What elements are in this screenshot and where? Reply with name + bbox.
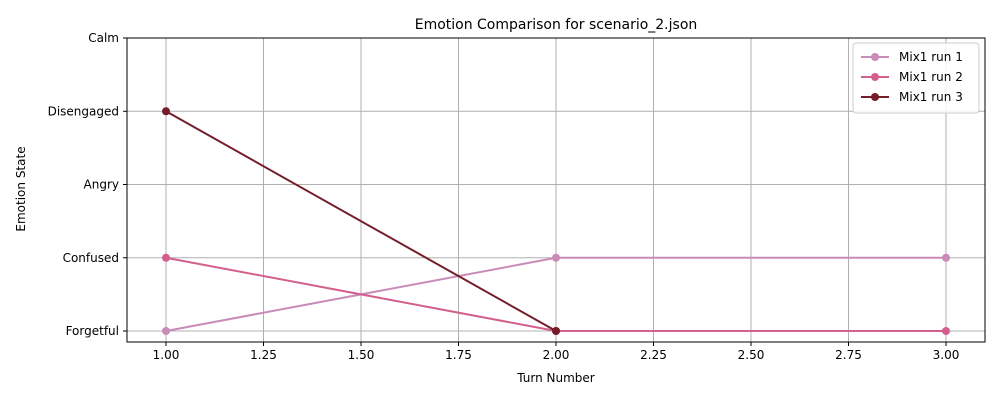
legend-label: Mix1 run 1	[899, 50, 963, 64]
series-1	[162, 253, 950, 336]
data-point	[552, 327, 560, 336]
legend-marker	[871, 53, 879, 61]
series-layer	[162, 107, 950, 336]
legend-box	[852, 42, 980, 114]
x-axis: 1.00 1.25 1.50 1.75 2.00 2.25 2.50 2.75 3.00	[153, 342, 960, 362]
legend: Mix1 run 1 Mix1 run 2 Mix1 run 3	[852, 42, 980, 114]
data-point	[162, 327, 170, 336]
y-tick-label: Disengaged	[48, 104, 119, 118]
x-tick-label: 1.00	[153, 348, 180, 362]
legend-item: Mix1 run 2	[861, 70, 963, 84]
x-tick-label: 1.25	[250, 348, 277, 362]
legend-marker	[871, 93, 879, 101]
series-3	[162, 107, 560, 336]
y-tick-label: Forgetful	[66, 324, 119, 338]
legend-item: Mix1 run 1	[861, 50, 963, 64]
x-axis-label: Turn Number	[516, 371, 595, 385]
x-tick-label: 2.25	[640, 348, 667, 362]
data-point	[942, 253, 950, 262]
x-tick-label: 2.75	[835, 348, 862, 362]
y-tick-label: Confused	[63, 251, 119, 265]
x-tick-label: 1.75	[445, 348, 472, 362]
legend-marker	[871, 73, 879, 81]
data-point	[162, 253, 170, 262]
legend-label: Mix1 run 2	[899, 70, 963, 84]
legend-item: Mix1 run 3	[861, 90, 963, 104]
legend-label: Mix1 run 3	[899, 90, 963, 104]
data-point	[552, 253, 560, 262]
y-tick-label: Angry	[84, 178, 119, 192]
data-point	[162, 107, 170, 116]
series-line	[165, 110, 557, 332]
x-tick-label: 1.50	[348, 348, 375, 362]
data-point	[942, 327, 950, 336]
y-tick-label: Calm	[88, 31, 119, 45]
y-axis: Forgetful Confused Angry Disengaged Calm	[48, 31, 127, 338]
chart-title: Emotion Comparison for scenario_2.json	[415, 17, 698, 33]
x-tick-label: 2.50	[738, 348, 765, 362]
x-tick-label: 3.00	[933, 348, 960, 362]
x-tick-label: 2.00	[543, 348, 570, 362]
y-axis-label: Emotion State	[14, 146, 28, 231]
